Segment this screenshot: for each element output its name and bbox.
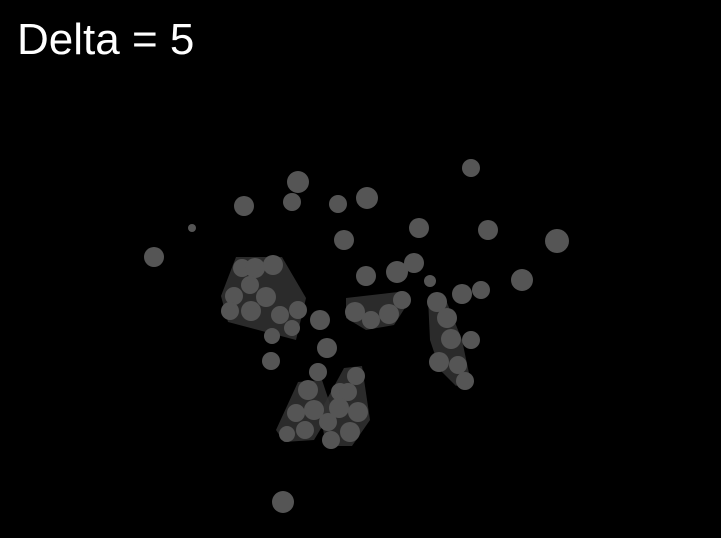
particle-dot bbox=[234, 196, 254, 216]
particle-dot bbox=[347, 367, 365, 385]
particle-dot bbox=[283, 193, 301, 211]
particle-dot bbox=[462, 159, 480, 177]
particle-dot bbox=[345, 302, 365, 322]
particle-dot bbox=[317, 338, 337, 358]
particle-dot bbox=[329, 195, 347, 213]
particle-dot bbox=[340, 422, 360, 442]
particle-dot bbox=[379, 304, 399, 324]
particle-dot bbox=[424, 275, 436, 287]
particle-dot bbox=[441, 329, 461, 349]
particles bbox=[144, 159, 569, 513]
particle-dot bbox=[188, 224, 196, 232]
particle-dot bbox=[452, 284, 472, 304]
particle-dot bbox=[287, 404, 305, 422]
particle-dot bbox=[386, 261, 408, 283]
particle-dot bbox=[144, 247, 164, 267]
particle-dot bbox=[545, 229, 569, 253]
particle-dot bbox=[284, 320, 300, 336]
particle-dot bbox=[511, 269, 533, 291]
particle-dot bbox=[272, 491, 294, 513]
particle-dot bbox=[225, 287, 243, 305]
particle-dot bbox=[256, 287, 276, 307]
particle-dot bbox=[310, 310, 330, 330]
particle-dot bbox=[393, 291, 411, 309]
particle-dot bbox=[221, 302, 239, 320]
particle-dot bbox=[287, 171, 309, 193]
particle-dot bbox=[241, 276, 259, 294]
particle-dot bbox=[262, 352, 280, 370]
particle-dot bbox=[319, 413, 337, 431]
particle-dot bbox=[449, 356, 467, 374]
particle-dot bbox=[437, 308, 457, 328]
particle-dot bbox=[298, 380, 318, 400]
particle-dot bbox=[456, 372, 474, 390]
particle-dot bbox=[478, 220, 498, 240]
particle-dot bbox=[296, 421, 314, 439]
particle-dot bbox=[339, 383, 357, 401]
particle-dot bbox=[264, 328, 280, 344]
particle-dot bbox=[362, 311, 380, 329]
particle-dot bbox=[356, 266, 376, 286]
particle-dot bbox=[334, 230, 354, 250]
particle-dot bbox=[348, 402, 368, 422]
particle-dot bbox=[427, 292, 447, 312]
particle-dot bbox=[404, 253, 424, 273]
particle-dot bbox=[263, 255, 283, 275]
particle-dot bbox=[279, 426, 295, 442]
particle-dot bbox=[462, 331, 480, 349]
particle-dot bbox=[241, 301, 261, 321]
particle-dot bbox=[472, 281, 490, 299]
particle-dot bbox=[322, 431, 340, 449]
delta-caption: Delta = 5 bbox=[17, 15, 195, 64]
particle-dot bbox=[245, 258, 265, 278]
particle-dot bbox=[271, 306, 289, 324]
particle-dot bbox=[409, 218, 429, 238]
particle-dot bbox=[356, 187, 378, 209]
particle-dot bbox=[329, 398, 349, 418]
particle-dot bbox=[304, 400, 324, 420]
particle-dot bbox=[309, 363, 327, 381]
particle-dot bbox=[429, 352, 449, 372]
particle-dot bbox=[289, 301, 307, 319]
